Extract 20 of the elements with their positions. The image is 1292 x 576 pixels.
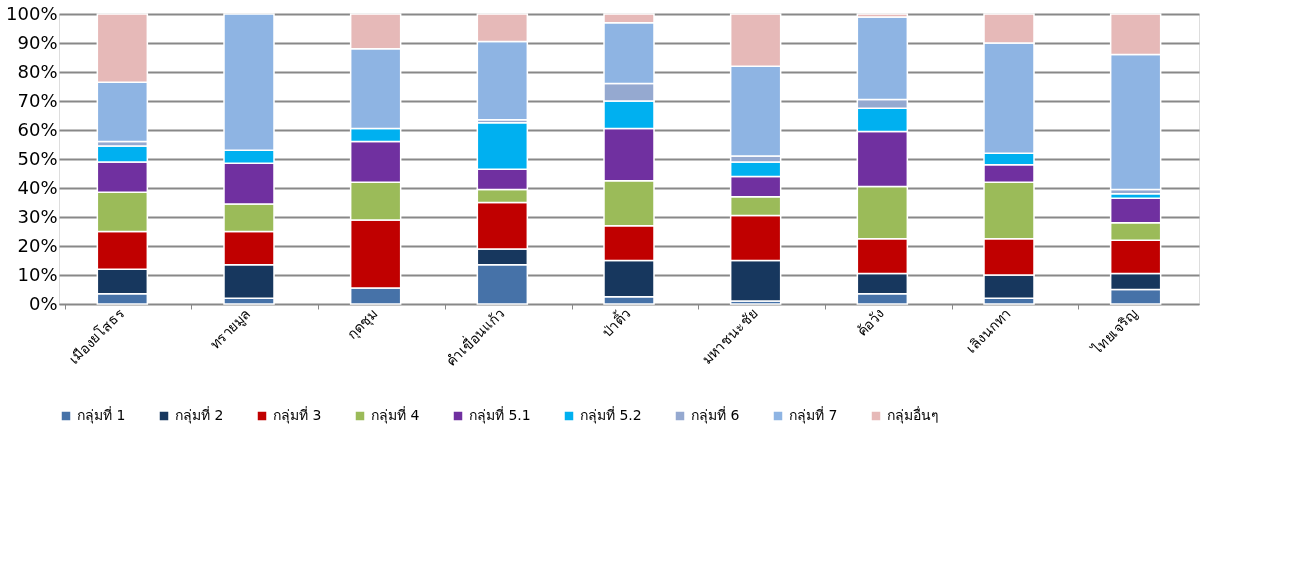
- y-tick-label: 10%: [17, 263, 58, 285]
- legend-label: กลุ่มที่ 1: [77, 406, 126, 424]
- y-tick-label: 60%: [17, 118, 58, 140]
- y-tick-label: 100%: [6, 2, 58, 24]
- legend-label: กลุ่มที่ 5.1: [469, 406, 531, 424]
- y-tick-label: 0%: [28, 292, 58, 314]
- y-tick-label: 90%: [17, 31, 58, 53]
- legend-label: กลุ่มที่ 3: [273, 406, 322, 424]
- y-tick-label: 40%: [17, 176, 58, 198]
- y-tick-label: 20%: [17, 234, 58, 256]
- y-tick-label: 30%: [17, 205, 58, 227]
- legend-label: กลุ่มอื่นๆ: [887, 406, 939, 424]
- legend-label: กลุ่มที่ 7: [789, 406, 838, 424]
- legend-label: กลุ่มที่ 5.2: [580, 406, 642, 424]
- y-tick-label: 70%: [17, 89, 58, 111]
- y-tick-label: 80%: [17, 60, 58, 82]
- legend-label: กลุ่มที่ 2: [175, 406, 224, 424]
- legend-label: กลุ่มที่ 4: [371, 406, 420, 424]
- legend-label: กลุ่มที่ 6: [691, 406, 740, 424]
- y-tick-label: 50%: [17, 147, 58, 169]
